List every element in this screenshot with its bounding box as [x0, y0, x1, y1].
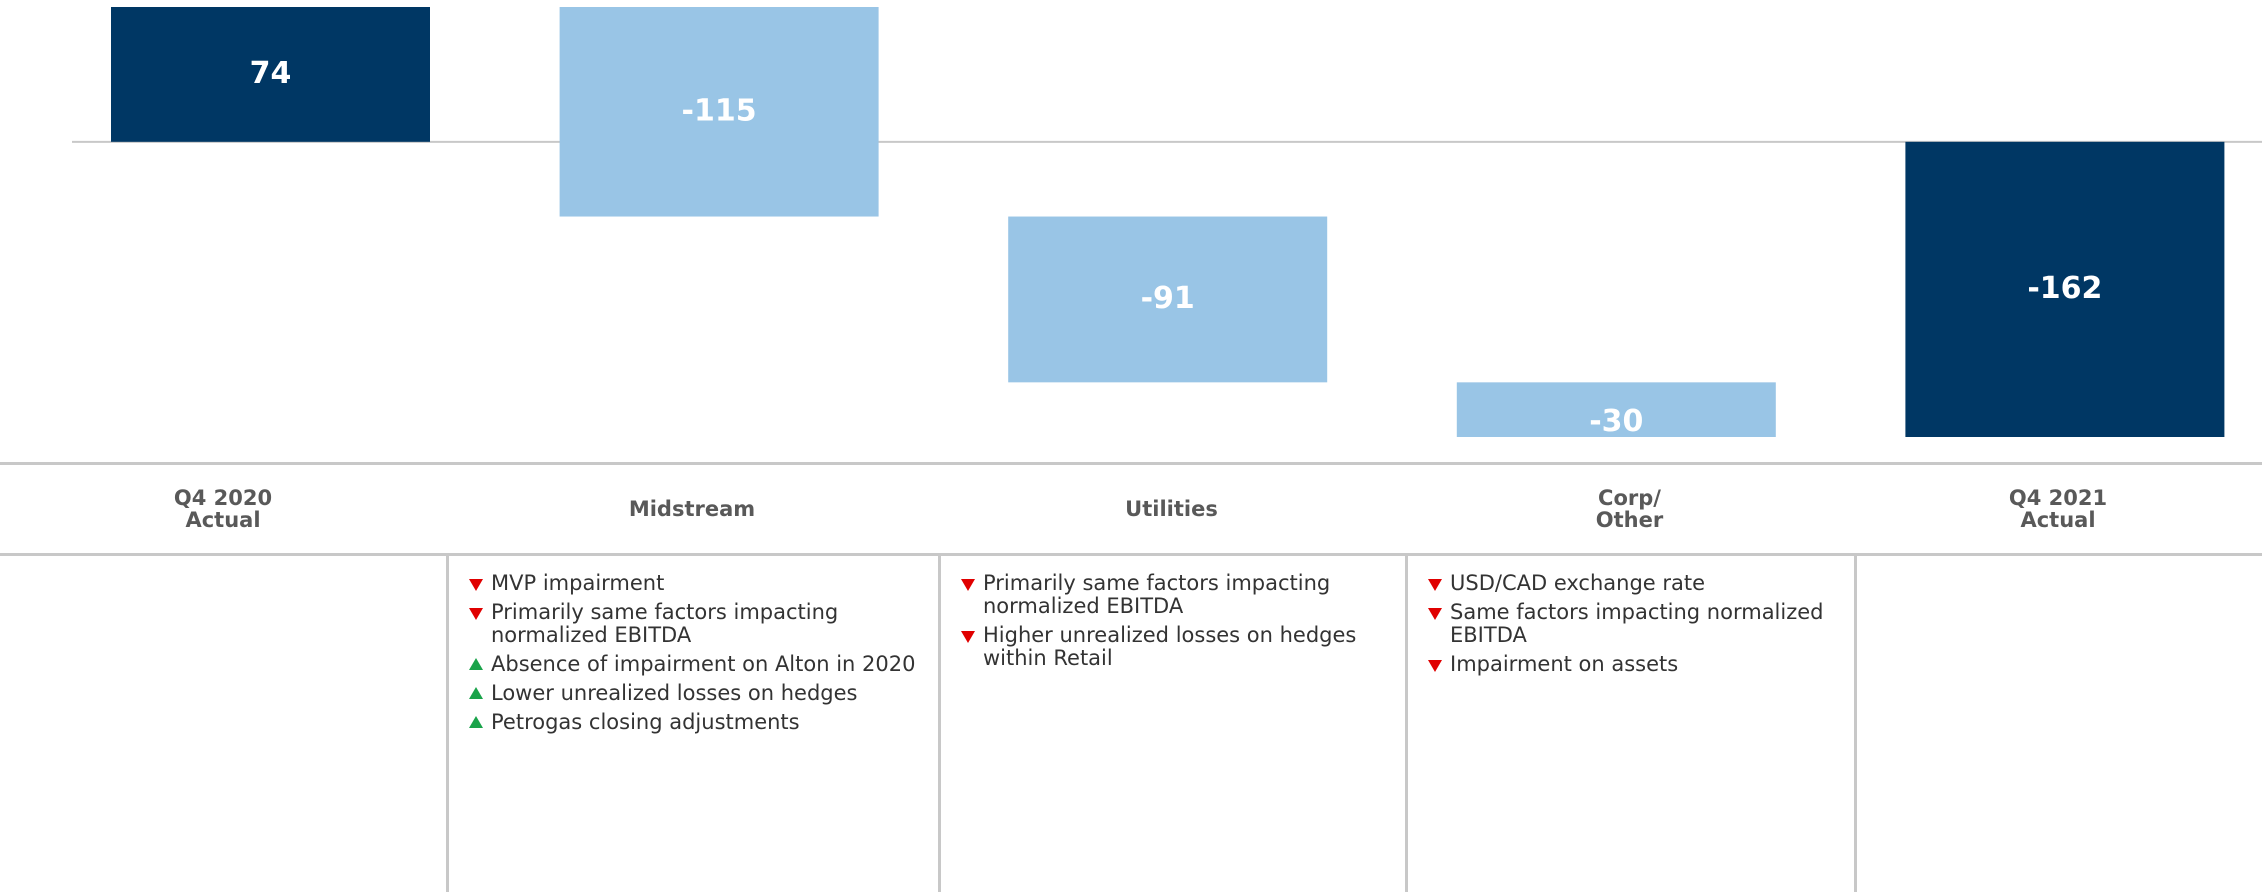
- category-label: Midstream: [446, 465, 938, 556]
- notes-cell: Primarily same factors impacting normali…: [938, 556, 1405, 892]
- bar-label: -162: [2027, 271, 2102, 306]
- arrow-down: [961, 579, 975, 591]
- note-text: Lower unrealized losses on hedges: [491, 681, 858, 705]
- notes-cell: [1854, 556, 2262, 892]
- arrow-down: [1428, 660, 1442, 672]
- note-text: USD/CAD exchange rate: [1450, 571, 1706, 595]
- bar-label: 74: [250, 56, 292, 91]
- bar: [559, 7, 879, 217]
- note-item: Impairment on assets: [1428, 653, 1844, 676]
- bar: [111, 7, 430, 142]
- note-item: USD/CAD exchange rate: [1428, 572, 1844, 595]
- bar: [1456, 382, 1776, 437]
- note-text: Primarily same factors impacting normali…: [983, 571, 1331, 618]
- note-item: Lower unrealized losses on hedges: [469, 682, 928, 705]
- note-item: Absence of impairment on Alton in 2020: [469, 653, 928, 676]
- note-text: MVP impairment: [491, 571, 665, 595]
- note-text: Absence of impairment on Alton in 2020: [491, 652, 916, 676]
- arrow-up: [469, 687, 483, 699]
- chart: 74 -115 -91 -30 -162: [72, 7, 2262, 439]
- note-item: Petrogas closing adjustments: [469, 711, 928, 734]
- arrow-down: [961, 631, 975, 643]
- arrow-up: [469, 658, 483, 670]
- note-item: Primarily same factors impacting normali…: [961, 572, 1395, 618]
- note-text: Higher unrealized losses on hedges withi…: [983, 623, 1357, 670]
- arrow-down: [1428, 579, 1442, 591]
- arrow-up: [469, 716, 483, 728]
- note-item: Same factors impacting normalized EBITDA: [1428, 601, 1844, 647]
- arrow-down: [469, 579, 483, 591]
- notes-cell: [0, 556, 446, 892]
- bar: [1905, 141, 2225, 437]
- category-label: Q4 2021 Actual: [1854, 465, 2262, 556]
- bar: [1008, 216, 1328, 383]
- bar-label: -115: [682, 93, 757, 128]
- arrow-down: [1428, 608, 1442, 620]
- category-label: Q4 2020 Actual: [0, 465, 446, 556]
- arrow-down: [469, 608, 483, 620]
- note-text: Impairment on assets: [1450, 652, 1679, 676]
- note-text: Primarily same factors impacting normali…: [491, 600, 839, 647]
- note-item: Higher unrealized losses on hedges withi…: [961, 624, 1395, 670]
- notes-cell: USD/CAD exchange rate Same factors impact…: [1405, 556, 1854, 892]
- note-text: Petrogas closing adjustments: [491, 710, 800, 734]
- note-item: Primarily same factors impacting normali…: [469, 601, 928, 647]
- notes-cell: MVP impairment Primarily same factors imp…: [446, 556, 938, 892]
- note-text: Same factors impacting normalized EBITDA: [1450, 600, 1824, 647]
- category-label: Utilities: [938, 465, 1405, 556]
- bar-label: -91: [1141, 281, 1195, 316]
- note-item: MVP impairment: [469, 572, 928, 595]
- table: Q4 2020 Actual Midstream Utilities Corp/ Ot…: [0, 462, 2262, 892]
- bar-label: -30: [1589, 404, 1643, 439]
- category-label: Corp/ Other: [1405, 465, 1854, 556]
